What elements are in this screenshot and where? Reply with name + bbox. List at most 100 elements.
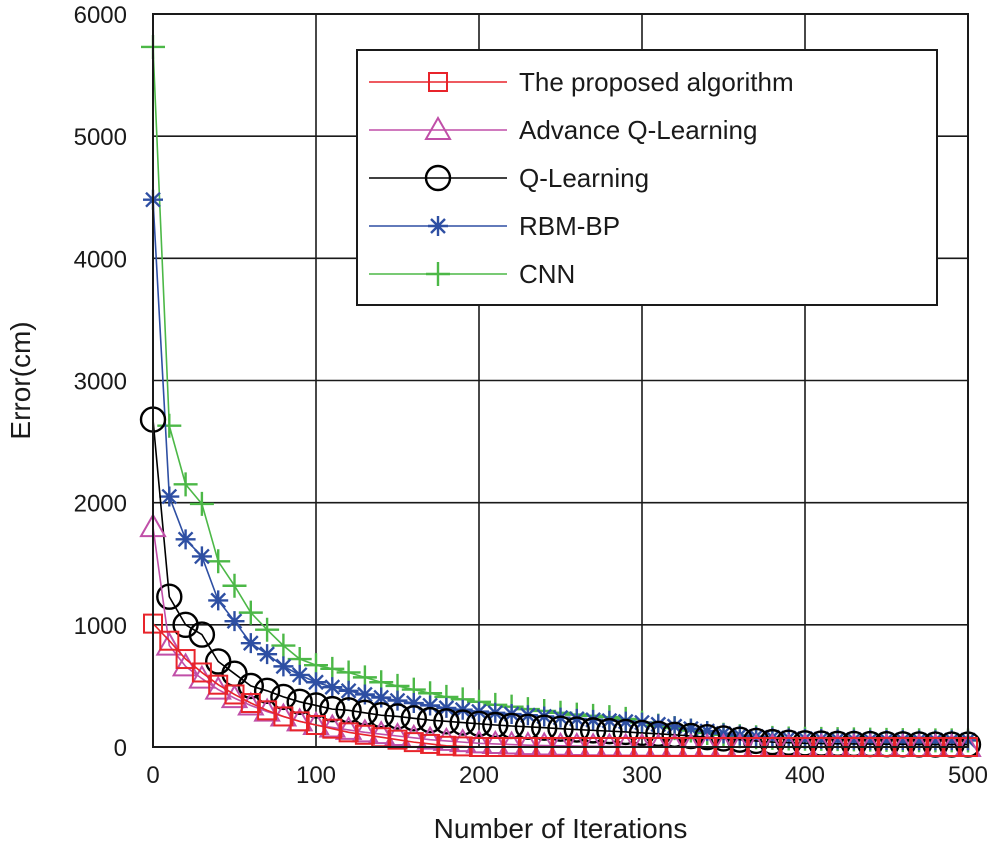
data-point [253,677,281,705]
data-point [306,672,326,693]
y-tick-label: 0 [114,735,127,762]
data-point [612,718,639,746]
y-tick-label: 2000 [74,491,127,518]
data-point [436,697,457,718]
data-point [416,706,444,734]
x-tick-label: 500 [948,762,988,789]
data-point [876,730,897,751]
data-point [680,718,701,739]
data-point [320,656,345,681]
data-point [302,692,330,719]
data-point [257,700,278,721]
data-point [322,677,343,698]
legend-label: CNN [519,259,575,289]
data-point [175,649,196,670]
series-line [152,419,968,746]
y-tick-label: 6000 [74,2,127,29]
plot-series [139,34,982,758]
data-point [273,656,294,677]
data-point [420,733,441,754]
data-point [354,724,375,745]
data-point [481,729,510,754]
data-point [664,716,685,737]
data-point [827,729,848,750]
data-point [546,731,575,756]
y-axis-label: Error(cm) [5,321,36,439]
legend-entry: The proposed algorithm [369,67,794,97]
y-tick-label: 5000 [74,124,127,151]
data-point [208,590,229,611]
data-point [403,693,424,714]
data-point [336,660,361,685]
data-point [596,717,623,745]
data-point [240,693,261,714]
legend-marker [424,164,452,192]
data-point [465,710,493,737]
data-point [371,687,392,708]
data-point [238,600,263,625]
data-point [318,713,347,738]
data-point [566,708,587,729]
data-point [383,721,412,747]
x-tick-label: 300 [622,762,662,789]
legend-label: Advance Q-Learning [519,115,757,145]
data-point [432,726,461,751]
data-point [909,730,930,751]
data-point [255,617,280,642]
data-point [433,708,460,735]
data-point [628,719,656,747]
data-point [172,611,199,639]
legend-marker [424,115,452,140]
data-point [189,491,214,516]
data-point [387,729,408,750]
data-point [354,684,375,705]
data-point [648,714,669,735]
data-point [530,731,558,756]
data-point [645,720,672,748]
data-point [925,730,946,751]
data-point [384,703,411,730]
data-point [892,730,913,751]
data-point [156,583,183,610]
data-point [206,549,231,574]
data-point [941,730,962,751]
data-point [563,716,590,743]
data-point [583,709,604,730]
data-point [191,546,212,567]
legend-entry: RBM-BP [369,211,620,241]
data-point [155,631,184,656]
data-point [697,721,718,742]
data-point [497,730,526,755]
legend-entry: CNN [369,259,575,289]
legend-marker [426,262,450,286]
legend-label: Q-Learning [519,163,649,193]
data-point [222,573,247,598]
data-point [173,472,198,497]
legend-label: RBM-BP [519,211,620,241]
data-point [403,732,424,753]
data-point [338,680,359,701]
axis-ticks: 0 100 200 300 400 500010002000300040005000600… [74,2,988,789]
y-tick-label: 3000 [74,369,127,396]
data-point [599,710,620,731]
x-tick-label: 0 [146,762,159,789]
legend-entry: Q-Learning [369,163,649,193]
legend-marker [428,72,448,92]
data-point [351,718,379,743]
data-point [286,688,313,715]
data-point [632,712,652,733]
legend-label: The proposed algorithm [519,67,794,97]
x-axis-label: Number of Iterations [434,813,688,843]
data-point [271,633,296,658]
legend-marker [428,216,448,236]
data-point [579,717,607,744]
data-point [159,630,180,651]
data-point [157,413,182,438]
data-point [289,664,310,685]
data-point [400,705,427,732]
data-point [289,711,310,732]
data-point [436,735,457,756]
data-point [367,720,395,745]
data-point [237,691,265,716]
